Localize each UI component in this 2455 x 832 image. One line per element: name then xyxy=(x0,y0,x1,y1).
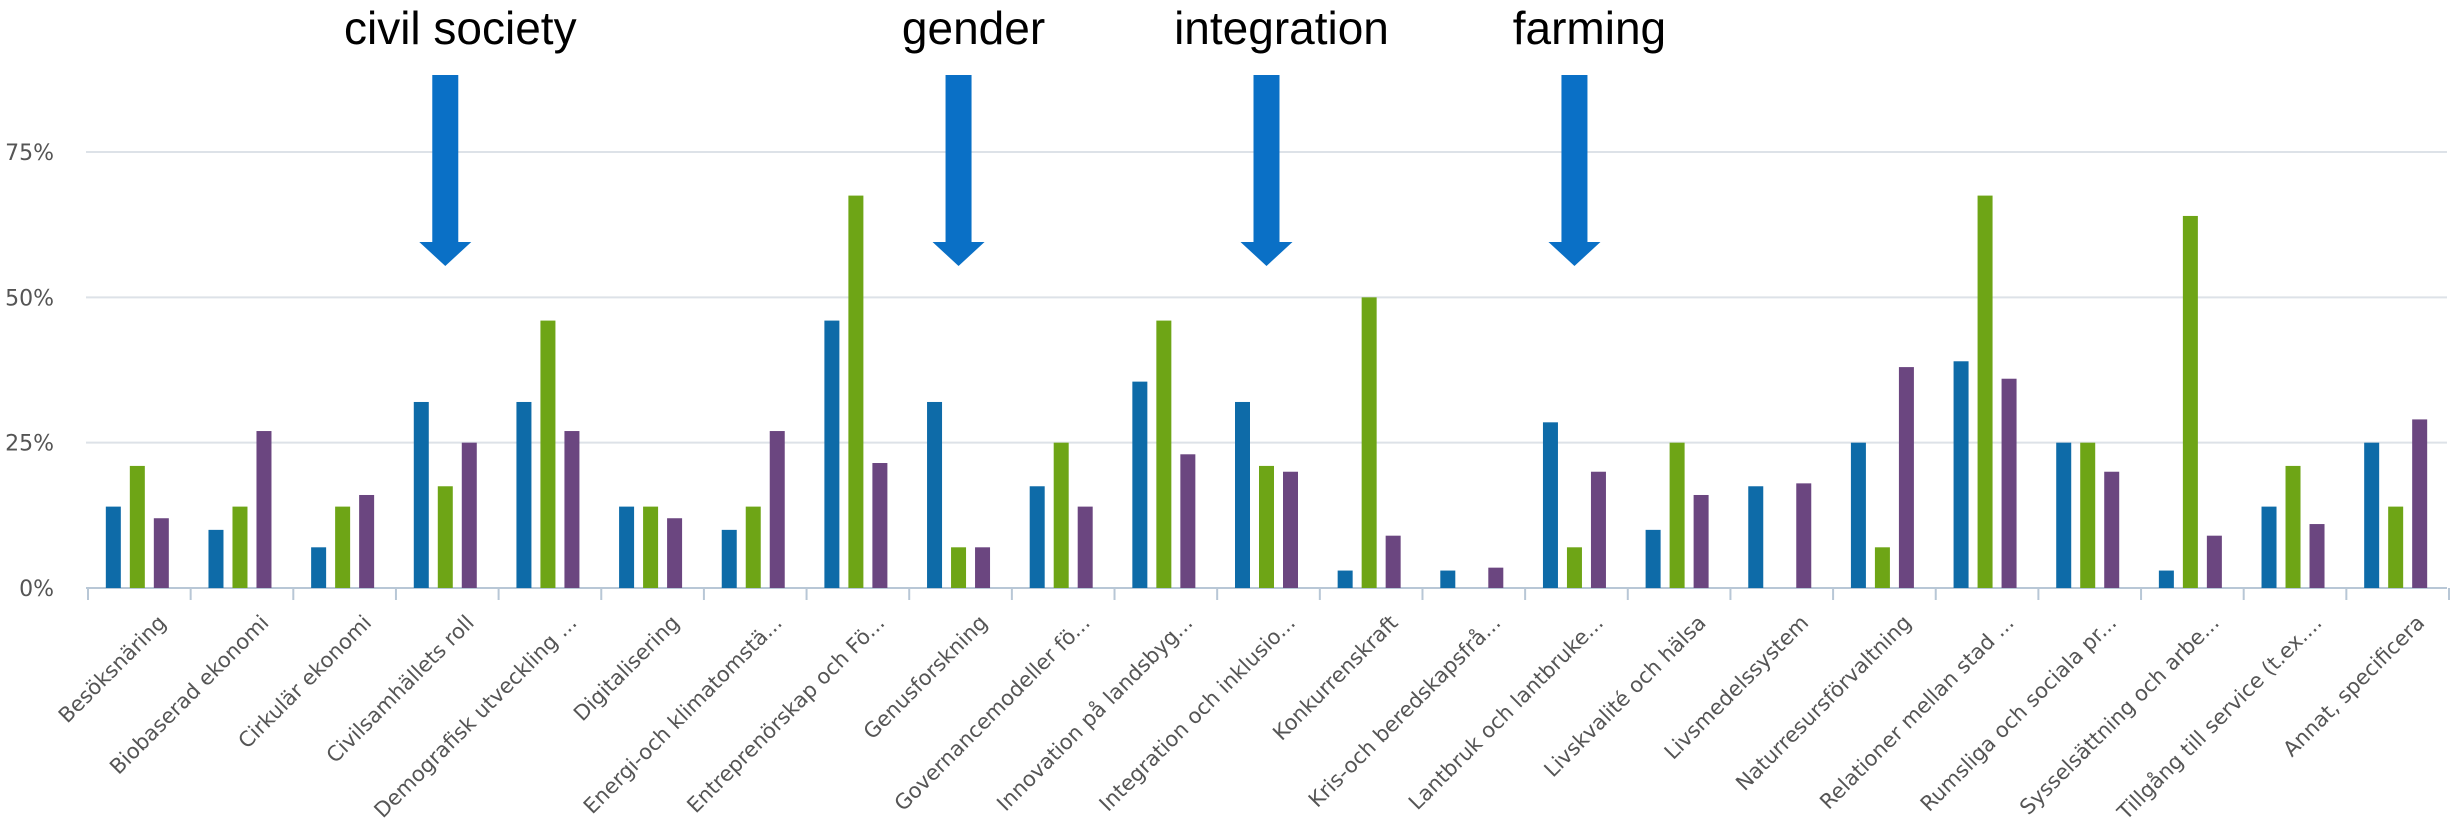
bar xyxy=(2364,442,2380,588)
bar xyxy=(1259,465,1274,588)
bar xyxy=(1488,567,1504,588)
down-arrow-icon xyxy=(1240,75,1293,266)
bar xyxy=(1874,547,1890,588)
bar xyxy=(516,401,532,588)
bar xyxy=(1850,442,1866,588)
bar xyxy=(564,431,580,588)
x-tick-label: Innovation på landsbyg... xyxy=(992,610,1198,816)
bar xyxy=(2182,215,2198,589)
bar xyxy=(359,494,375,588)
bar xyxy=(2158,570,2174,588)
bar xyxy=(745,506,761,588)
bar xyxy=(232,506,248,588)
bar xyxy=(848,195,864,588)
bar xyxy=(951,547,967,588)
bar xyxy=(643,506,659,588)
bar xyxy=(667,518,683,588)
x-tick-label: Tillgång till service (t.ex.... xyxy=(2111,610,2326,825)
annotations: civil society gender integration farming xyxy=(344,2,1666,266)
bar xyxy=(2261,506,2277,588)
bar xyxy=(1385,535,1401,588)
annotation-label: integration xyxy=(1174,2,1389,54)
down-arrow-icon xyxy=(419,75,472,266)
bar xyxy=(1645,529,1661,588)
y-tick-label: 50% xyxy=(5,286,54,311)
bar xyxy=(1542,422,1558,588)
bar xyxy=(1440,570,1456,588)
bar xyxy=(1180,454,1196,588)
bar xyxy=(2412,419,2428,588)
x-tick-label: Entreprenörskap och Fö... xyxy=(682,611,889,818)
y-axis: 0% 25% 50% 75% xyxy=(5,141,54,602)
bar xyxy=(1669,442,1685,588)
x-tick-label: Integration och inklusio... xyxy=(1095,611,1300,816)
bar xyxy=(1283,471,1298,588)
bar xyxy=(824,320,840,588)
annotation-label: gender xyxy=(902,2,1045,54)
bar xyxy=(1953,361,1969,588)
bar xyxy=(1029,486,1045,588)
bar xyxy=(2080,442,2096,588)
bar xyxy=(975,547,991,588)
down-arrow-icon xyxy=(1548,75,1601,266)
bars xyxy=(105,195,2428,589)
annotation-label: civil society xyxy=(344,2,577,54)
bar xyxy=(2309,524,2325,588)
bar xyxy=(1796,483,1812,588)
bar xyxy=(1566,547,1582,588)
bar xyxy=(927,401,943,588)
x-tick-label: Energi-och klimatomstä... xyxy=(579,611,787,819)
bar xyxy=(872,463,888,588)
bar xyxy=(540,320,556,588)
bar xyxy=(721,529,737,588)
bar xyxy=(769,431,785,588)
bar xyxy=(1977,195,1993,588)
bar xyxy=(1077,506,1093,588)
x-tick-label: Naturresursförvaltning xyxy=(1731,611,1916,796)
bar xyxy=(208,529,224,588)
x-tick-label: Besöksnäring xyxy=(54,611,171,728)
bar xyxy=(1898,367,1914,588)
x-tick-label: Relationer mellan stad ... xyxy=(1815,611,2018,814)
bar xyxy=(256,431,272,588)
x-tick-label: Sysselsättning och arbe... xyxy=(2015,611,2224,820)
x-tick-label: Digitalisering xyxy=(569,611,684,726)
bar xyxy=(2388,506,2404,588)
bar xyxy=(1053,442,1069,588)
bar xyxy=(437,486,453,588)
x-tick-label: Rumsliga och sociala pr... xyxy=(1916,611,2122,817)
x-tick-label: Governancemodeller fö... xyxy=(890,611,1095,816)
bar xyxy=(1361,297,1377,588)
y-tick-label: 75% xyxy=(5,141,54,166)
bar xyxy=(311,547,327,588)
bar xyxy=(1132,381,1148,588)
bar xyxy=(619,506,635,588)
bar xyxy=(129,465,145,588)
bar xyxy=(2056,442,2072,588)
y-tick-label: 25% xyxy=(5,432,54,457)
x-tick-label: Demografisk utveckling ... xyxy=(369,611,581,823)
bar xyxy=(2285,465,2301,588)
annotation-label: farming xyxy=(1513,2,1666,54)
bar xyxy=(1337,570,1353,588)
down-arrow-icon xyxy=(932,75,985,266)
bar xyxy=(2206,535,2222,588)
bar xyxy=(461,442,477,588)
bar xyxy=(413,401,429,588)
bar xyxy=(2001,378,2017,588)
x-tick-label: Lantbruk och lantbruke... xyxy=(1404,611,1608,815)
bar xyxy=(1235,401,1250,588)
bar xyxy=(1693,494,1709,588)
bar xyxy=(105,506,121,588)
bar xyxy=(1156,320,1172,588)
bar xyxy=(1748,486,1764,588)
bar xyxy=(153,518,169,588)
bar xyxy=(335,506,351,588)
bar xyxy=(2104,471,2120,588)
bar xyxy=(1590,471,1606,588)
y-tick-label: 0% xyxy=(19,577,54,602)
x-tick-label: Kris-och beredskapsfrå... xyxy=(1303,610,1505,812)
